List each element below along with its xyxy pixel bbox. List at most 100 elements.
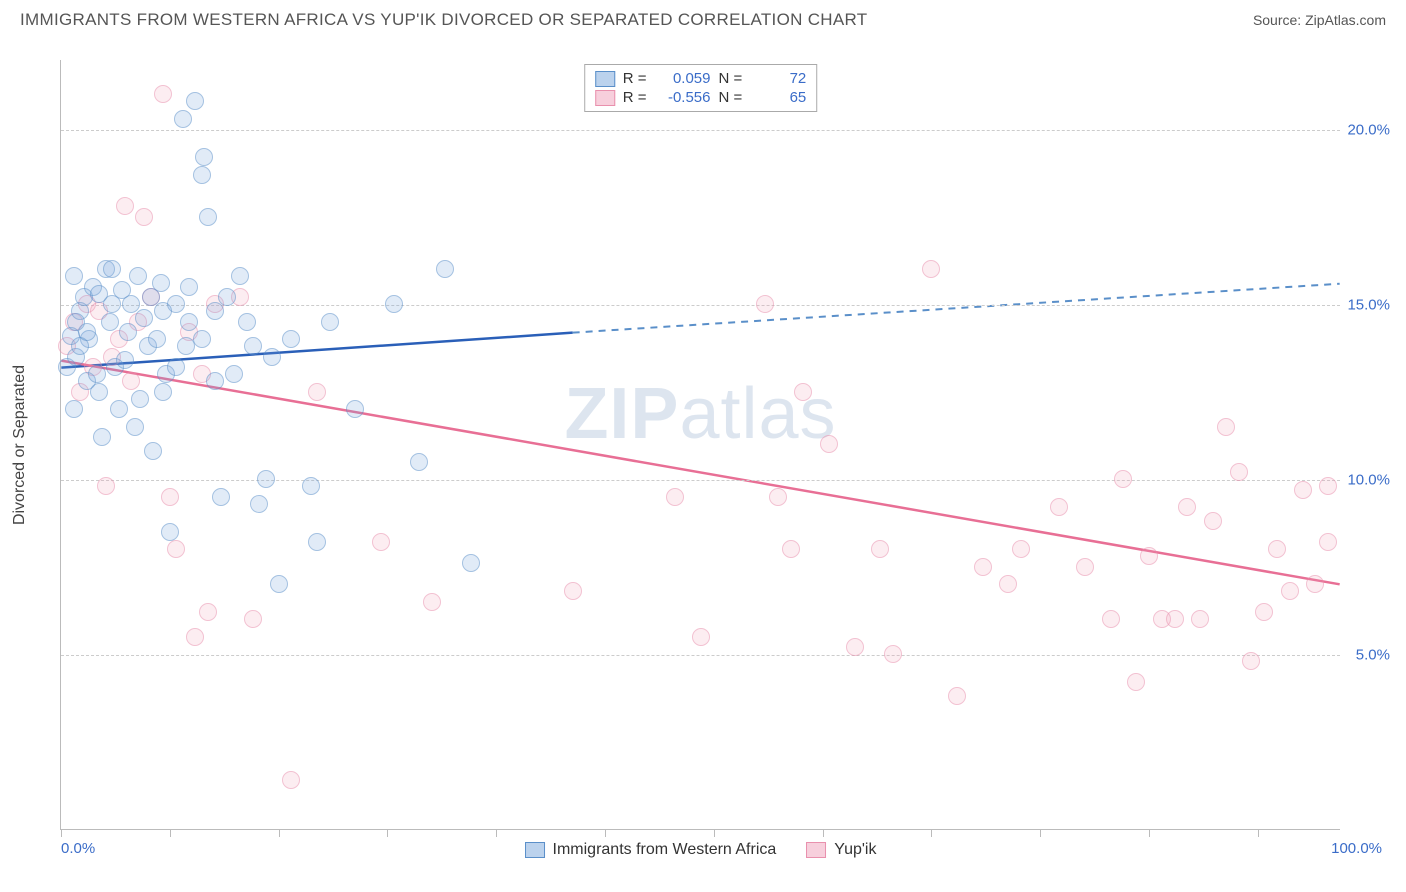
data-point [974, 558, 992, 576]
data-point [666, 488, 684, 506]
data-point [948, 687, 966, 705]
x-tick-label-max: 100.0% [1331, 840, 1382, 857]
data-point [193, 166, 211, 184]
data-point [308, 383, 326, 401]
data-point [410, 453, 428, 471]
data-point [161, 488, 179, 506]
data-point [103, 260, 121, 278]
data-point [346, 400, 364, 418]
swatch-blue-icon [525, 842, 545, 858]
x-tick-label-min: 0.0% [61, 840, 95, 857]
x-tick [61, 829, 62, 837]
data-point [129, 267, 147, 285]
data-point [135, 208, 153, 226]
data-point [1102, 610, 1120, 628]
data-point [1319, 533, 1337, 551]
x-tick [605, 829, 606, 837]
data-point [263, 348, 281, 366]
data-point [116, 351, 134, 369]
data-point [206, 372, 224, 390]
data-point [90, 383, 108, 401]
x-tick [496, 829, 497, 837]
data-point [122, 372, 140, 390]
data-point [1217, 418, 1235, 436]
x-tick [1040, 829, 1041, 837]
data-point [769, 488, 787, 506]
data-point [423, 593, 441, 611]
data-point [820, 435, 838, 453]
data-point [119, 323, 137, 341]
data-point [462, 554, 480, 572]
data-point [756, 295, 774, 313]
data-point [148, 330, 166, 348]
data-point [180, 278, 198, 296]
data-point [244, 610, 262, 628]
gridline [61, 305, 1340, 306]
data-point [167, 358, 185, 376]
data-point [1319, 477, 1337, 495]
data-point [282, 330, 300, 348]
data-point [174, 110, 192, 128]
data-point [180, 313, 198, 331]
data-point [302, 477, 320, 495]
data-point [922, 260, 940, 278]
source-label: Source: ZipAtlas.com [1253, 12, 1386, 28]
data-point [1230, 463, 1248, 481]
gridline [61, 130, 1340, 131]
data-point [321, 313, 339, 331]
plot-area: ZIPatlas R = 0.059 N = 72 R = -0.556 N =… [60, 60, 1340, 830]
y-tick-label: 15.0% [1347, 297, 1390, 314]
data-point [193, 330, 211, 348]
legend-stats: R = 0.059 N = 72 R = -0.556 N = 65 [584, 64, 818, 112]
data-point [1114, 470, 1132, 488]
data-point [1281, 582, 1299, 600]
data-point [692, 628, 710, 646]
x-tick [279, 829, 280, 837]
data-point [110, 400, 128, 418]
data-point [186, 628, 204, 646]
data-point [199, 208, 217, 226]
data-point [238, 313, 256, 331]
legend-series: Immigrants from Western Africa Yup'ik [525, 841, 877, 859]
data-point [116, 197, 134, 215]
data-point [999, 575, 1017, 593]
data-point [144, 442, 162, 460]
data-point [794, 383, 812, 401]
y-axis-label: Divorced or Separated [11, 365, 29, 525]
data-point [1294, 481, 1312, 499]
data-point [884, 645, 902, 663]
data-point [67, 313, 85, 331]
data-point [101, 313, 119, 331]
data-point [244, 337, 262, 355]
data-point [250, 495, 268, 513]
data-point [186, 92, 204, 110]
data-point [152, 274, 170, 292]
data-point [1140, 547, 1158, 565]
data-point [212, 488, 230, 506]
data-point [1127, 673, 1145, 691]
data-point [1012, 540, 1030, 558]
data-point [270, 575, 288, 593]
data-point [195, 148, 213, 166]
data-point [154, 302, 172, 320]
x-tick [931, 829, 932, 837]
data-point [372, 533, 390, 551]
data-point [385, 295, 403, 313]
y-tick-label: 20.0% [1347, 122, 1390, 139]
swatch-pink-icon [806, 842, 826, 858]
data-point [167, 540, 185, 558]
data-point [1166, 610, 1184, 628]
trend-lines [61, 60, 1340, 829]
x-tick [823, 829, 824, 837]
data-point [88, 365, 106, 383]
data-point [1306, 575, 1324, 593]
y-tick-label: 5.0% [1356, 647, 1390, 664]
data-point [65, 400, 83, 418]
data-point [225, 365, 243, 383]
x-tick [387, 829, 388, 837]
gridline [61, 480, 1340, 481]
swatch-pink-icon [595, 90, 615, 106]
data-point [1191, 610, 1209, 628]
data-point [436, 260, 454, 278]
data-point [65, 267, 83, 285]
